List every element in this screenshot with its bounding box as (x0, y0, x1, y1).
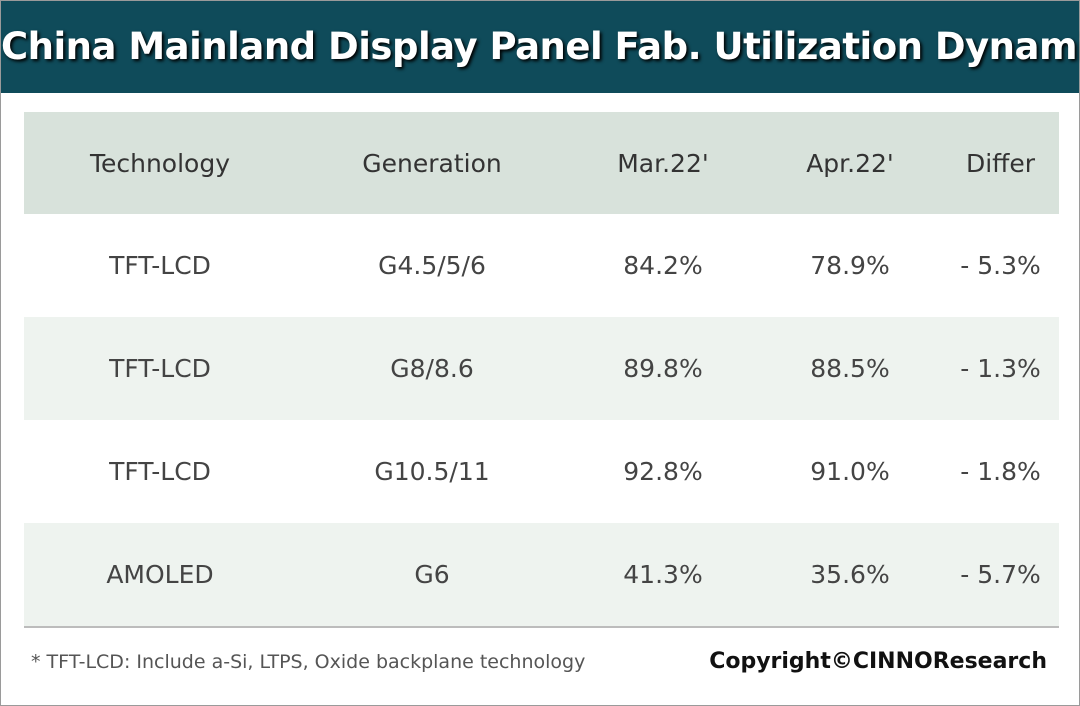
table: Technology Generation Mar.22' Apr.22' Differ… (24, 112, 1059, 628)
table-cell: TFT-LCD (109, 457, 211, 486)
table-cell: 88.5% (758, 317, 942, 420)
table-row: TFT-LCD G8/8.6 89.8% 88.5% - 1.3% (24, 317, 1059, 420)
table-cell: 92.8% (623, 457, 703, 486)
table-cell: - 1.3% (942, 317, 1059, 420)
column-header: Technology (24, 112, 296, 214)
table-cell: 89.8% (568, 317, 758, 420)
table-cell: TFT-LCD (24, 317, 296, 420)
table-row: TFT-LCD G4.5/5/6 84.2% 78.9% - 5.3% (24, 214, 1059, 317)
table-cell: 41.3% (568, 523, 758, 628)
footnote: * TFT-LCD: Include a-Si, LTPS, Oxide bac… (31, 651, 586, 673)
column-header: Generation (296, 112, 568, 214)
table-cell: 78.9% (810, 251, 890, 280)
column-header: Mar.22' (568, 112, 758, 214)
table-cell: 91.0% (810, 457, 890, 486)
header-row: Technology Generation Mar.22' Apr.22' Differ (24, 112, 1059, 214)
table-cell: TFT-LCD (109, 251, 211, 280)
table-cell: 35.6% (758, 523, 942, 628)
table-body: TFT-LCD G4.5/5/6 84.2% 78.9% - 5.3% TFT-LCD G8… (24, 214, 1059, 628)
table-cell: 84.2% (623, 251, 703, 280)
table-cell: G8/8.6 (296, 317, 568, 420)
table-cell: - 5.3% (960, 251, 1041, 280)
table-row: AMOLED G6 41.3% 35.6% - 5.7% (24, 523, 1059, 628)
table-cell: G10.5/11 (374, 457, 490, 486)
copyright: Copyright©CINNOResearch (709, 649, 1047, 674)
column-header: Differ (942, 112, 1059, 214)
table-cell: G6 (296, 523, 568, 628)
table-cell: G4.5/5/6 (378, 251, 486, 280)
table-cell: AMOLED (24, 523, 296, 628)
title: China Mainland Display Panel Fab. Utiliz… (1, 1, 1080, 93)
table-row: TFT-LCD G10.5/11 92.8% 91.0% - 1.8% (24, 420, 1059, 523)
table-cell: - 1.8% (960, 457, 1041, 486)
table-cell: - 5.7% (942, 523, 1059, 628)
column-header: Apr.22' (758, 112, 942, 214)
